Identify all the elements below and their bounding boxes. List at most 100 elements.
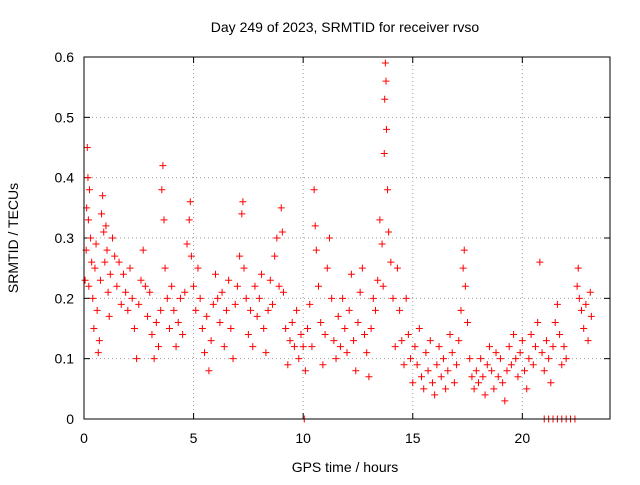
data-point-marker — [422, 349, 430, 357]
data-point-marker — [96, 276, 104, 284]
data-point-marker — [255, 294, 263, 302]
data-point-marker — [580, 325, 588, 332]
data-point-marker — [384, 186, 392, 194]
data-point-marker — [181, 288, 189, 296]
data-point-marker — [352, 367, 360, 375]
plot-frame — [83, 56, 611, 420]
data-point-marker — [538, 349, 546, 357]
data-point-marker — [231, 300, 239, 308]
data-point-marker — [501, 397, 509, 405]
data-point-marker — [159, 162, 167, 170]
data-point-marker — [426, 337, 434, 345]
data-point-marker — [288, 318, 296, 326]
data-point-marker — [278, 228, 286, 236]
data-point-marker — [271, 252, 279, 260]
data-point-marker — [407, 355, 415, 363]
data-point-marker — [433, 361, 441, 369]
data-point-marker — [227, 325, 235, 332]
data-point-marker — [99, 192, 107, 200]
data-point-marker — [297, 331, 305, 339]
data-point-marker — [115, 258, 123, 266]
data-point-marker — [198, 325, 206, 332]
data-point-marker — [472, 367, 480, 375]
data-point-marker — [404, 331, 412, 339]
data-point-marker — [347, 270, 355, 278]
data-point-marker — [144, 312, 152, 320]
data-point-marker — [439, 355, 447, 363]
data-point-marker — [428, 379, 436, 387]
data-point-marker — [586, 288, 594, 296]
data-point-marker — [83, 144, 91, 151]
data-point-marker — [161, 264, 169, 272]
data-point-marker — [354, 318, 362, 326]
data-point-marker — [266, 276, 274, 284]
data-point-marker — [310, 186, 318, 194]
data-point-marker — [176, 294, 184, 302]
data-point-marker — [457, 306, 465, 314]
data-point-marker — [258, 270, 266, 278]
x-tick-label: 15 — [405, 430, 421, 446]
data-point-marker — [94, 349, 102, 357]
data-point-marker — [253, 312, 261, 320]
data-point-marker — [146, 288, 154, 296]
data-point-marker — [106, 270, 114, 278]
data-point-marker — [233, 282, 241, 290]
data-point-marker — [225, 276, 233, 284]
data-point-marker — [91, 264, 99, 272]
data-point-marker — [582, 300, 590, 308]
data-point-marker — [103, 246, 111, 254]
data-point-marker — [196, 294, 204, 302]
data-point-marker — [382, 125, 390, 133]
data-point-marker — [560, 343, 568, 351]
data-point-marker — [514, 373, 522, 381]
data-point-marker — [275, 282, 283, 290]
data-point-marker — [124, 306, 132, 314]
data-point-marker — [547, 379, 555, 387]
data-point-marker — [453, 361, 461, 369]
data-point-marker — [238, 210, 246, 218]
data-point-marker — [113, 282, 121, 290]
data-point-marker — [306, 300, 314, 308]
data-point-marker — [128, 294, 136, 302]
data-point-marker — [194, 264, 202, 272]
data-point-marker — [418, 373, 426, 381]
data-point-marker — [490, 385, 498, 393]
data-point-marker — [387, 258, 395, 266]
data-point-marker — [437, 373, 445, 381]
data-point-marker — [247, 306, 255, 314]
data-point-marker — [85, 186, 93, 194]
data-point-marker — [190, 282, 198, 290]
x-axis-label: GPS time / hours — [292, 459, 399, 475]
data-point-marker — [130, 325, 138, 332]
data-point-marker — [578, 306, 586, 314]
data-point-marker — [264, 306, 272, 314]
data-point-marker — [481, 391, 489, 399]
y-tick-label: 0.5 — [55, 109, 75, 125]
data-point-marker — [239, 198, 247, 206]
data-point-marker — [319, 361, 327, 369]
data-point-marker — [242, 294, 250, 302]
data-point-marker — [111, 252, 119, 260]
data-point-marker — [212, 270, 219, 278]
data-point-marker — [133, 355, 141, 363]
data-point-marker — [102, 222, 110, 230]
data-point-marker — [461, 282, 469, 290]
data-point-marker — [365, 373, 373, 381]
data-point-marker — [391, 343, 399, 351]
data-point-marker — [518, 337, 526, 345]
data-point-marker — [499, 379, 507, 387]
data-point-marker — [216, 318, 224, 326]
data-point-marker — [435, 343, 443, 351]
data-point-marker — [350, 337, 358, 345]
data-point-marker — [551, 318, 559, 326]
data-point-marker — [485, 343, 493, 351]
data-point-marker — [378, 240, 386, 248]
data-point-marker — [150, 355, 158, 363]
data-point-marker — [379, 282, 387, 290]
data-point-marker — [393, 264, 401, 272]
data-point-marker — [192, 306, 200, 314]
data-point-marker — [108, 234, 116, 242]
data-point-marker — [325, 234, 333, 242]
data-point-marker — [85, 282, 93, 290]
